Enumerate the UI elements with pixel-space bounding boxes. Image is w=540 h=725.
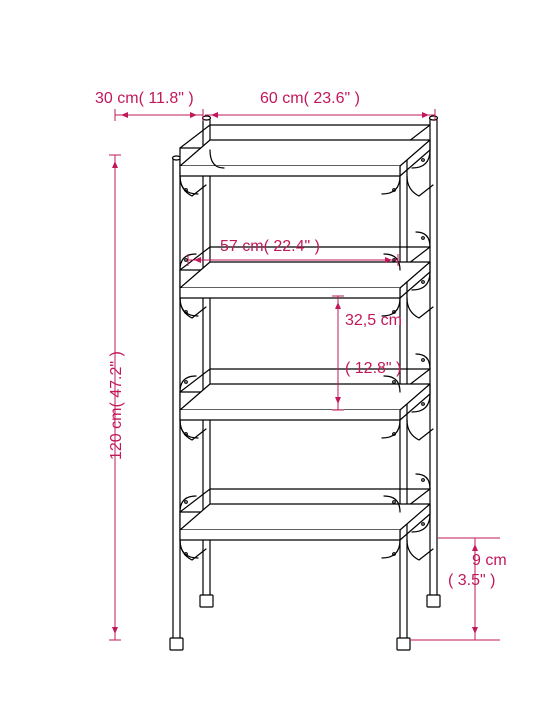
dim-clearance-cm: 9 cm [472, 552, 507, 570]
dim-width-label: 60 cm( 23.6" ) [260, 90, 360, 108]
dim-height-label: 120 cm( 47.2" ) [108, 351, 126, 460]
diagram-canvas [0, 0, 540, 720]
dim-tier-in: ( 12.8" ) [345, 360, 401, 378]
dim-tier-cm: 32,5 cm [345, 312, 402, 330]
dim-depth-label: 30 cm( 11.8" ) [95, 90, 194, 108]
dim-clearance-in: ( 3.5" ) [448, 572, 495, 590]
dim-inner-width-label: 57 cm( 22.4" ) [220, 238, 320, 256]
shelving-diagram [0, 0, 540, 720]
